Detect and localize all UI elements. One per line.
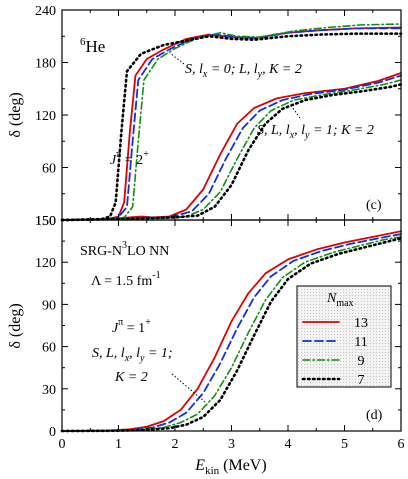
panel-d-ytick-label: 30 — [42, 383, 56, 398]
panel-d: 0 30 60 90 120 150 0 1 2 3 4 5 6 δ (deg) Ekin (MeV)… — [7, 214, 405, 477]
panel-d-xlabel: Ekin (MeV) — [194, 457, 266, 477]
legend-box — [296, 285, 392, 388]
legend-label-9: 9 — [358, 354, 365, 369]
panel-d-x-tick-labels: 0 1 2 3 4 5 6 — [59, 437, 405, 452]
panel-d-xtick-label: 6 — [398, 437, 405, 452]
panel-c: 150 60 120 180 240 δ (deg) 6He S, lx = 0; L,… — [7, 4, 403, 229]
panel-c-curves — [60, 23, 403, 222]
panel-d-xtick-label: 3 — [228, 437, 235, 452]
panel-c-frame — [61, 9, 402, 221]
panel-d-series-7-line — [60, 236, 403, 433]
legend-label-11: 11 — [354, 335, 367, 350]
legend-entries: 13 11 9 7 — [301, 316, 368, 388]
panel-d-ticks — [61, 219, 402, 432]
panel-c-label: (c) — [366, 198, 382, 213]
panel-c-jpi-label: Jπ = 2+ — [110, 149, 149, 168]
nucleus-symbol: He — [86, 37, 106, 56]
interaction-label: SRG-N3LO NN — [80, 240, 169, 259]
nucleus-mass-number: 6 — [80, 36, 86, 48]
panel-c-y-tick-labels: 150 60 120 180 240 — [35, 4, 56, 229]
panel-c-ticks — [61, 9, 402, 221]
panel-c-ytick-label: 60 — [42, 162, 56, 177]
panel-c-upper-leader-line — [169, 52, 185, 65]
panel-d-ylabel: δ (deg) — [7, 303, 24, 348]
panel-d-xtick-label: 0 — [59, 437, 66, 452]
panel-d-xtick-label: 4 — [285, 437, 292, 452]
panel-c-series-7-lower-line — [60, 83, 403, 222]
panel-d-curves — [60, 230, 403, 433]
panel-d-ytick-label: 120 — [35, 256, 56, 271]
panel-d-xtick-label: 2 — [172, 437, 179, 452]
panel-c-ytick-label: 180 — [35, 57, 56, 72]
panel-c-lower-channel-label: S, L, lx, ly = 1; K = 2 — [257, 123, 374, 141]
panel-d-ytick-label: 0 — [49, 425, 56, 440]
panel-d-series-13-line — [61, 230, 402, 432]
panel-c-series-9-upper-line — [61, 23, 402, 221]
panel-d-ytick-label: 150 — [35, 214, 56, 229]
panel-d-xtick-label: 1 — [115, 437, 122, 452]
panel-d-channel-label: S, L, lx, ly = 1; — [92, 346, 173, 364]
panel-d-leader-line — [171, 373, 206, 403]
legend-label-13: 13 — [354, 316, 368, 331]
panel-c-ytick-label: 240 — [35, 4, 56, 19]
lambda-label: Λ = 1.5 fm-1 — [91, 270, 161, 289]
panel-d-k-label: K = 2 — [114, 370, 148, 385]
panel-c-lower-leader-line — [289, 103, 301, 119]
panel-d-ytick-label: 60 — [42, 341, 56, 356]
panel-c-nucleus-label: 6He — [80, 36, 105, 56]
legend-label-7: 7 — [358, 373, 365, 388]
panel-d-series-11-line — [61, 233, 402, 432]
panel-c-series-11-lower-line — [61, 74, 402, 221]
panel-c-ylabel: δ (deg) — [7, 92, 24, 137]
panel-d-jpi-label: Jπ = 1+ — [112, 317, 151, 336]
panel-c-ytick-label: 150 — [35, 214, 56, 229]
panel-c-ytick-label: 120 — [35, 109, 56, 124]
panel-c-series-13-lower-line — [61, 72, 402, 221]
panel-c-series-11-upper-line — [61, 27, 402, 221]
legend-title: Nmax — [326, 291, 354, 309]
panel-d-y-tick-labels: 0 30 60 90 120 150 — [35, 214, 56, 440]
panel-d-ytick-label: 90 — [42, 298, 56, 313]
panel-c-upper-channel-label: S, lx = 0; L, ly, K = 2 — [185, 62, 302, 80]
panel-d-label: (d) — [366, 408, 383, 423]
panel-d-xtick-label: 5 — [341, 437, 348, 452]
panel-c-series-13-upper-line — [61, 26, 402, 221]
panel-c-series-7-upper-line — [60, 32, 403, 222]
